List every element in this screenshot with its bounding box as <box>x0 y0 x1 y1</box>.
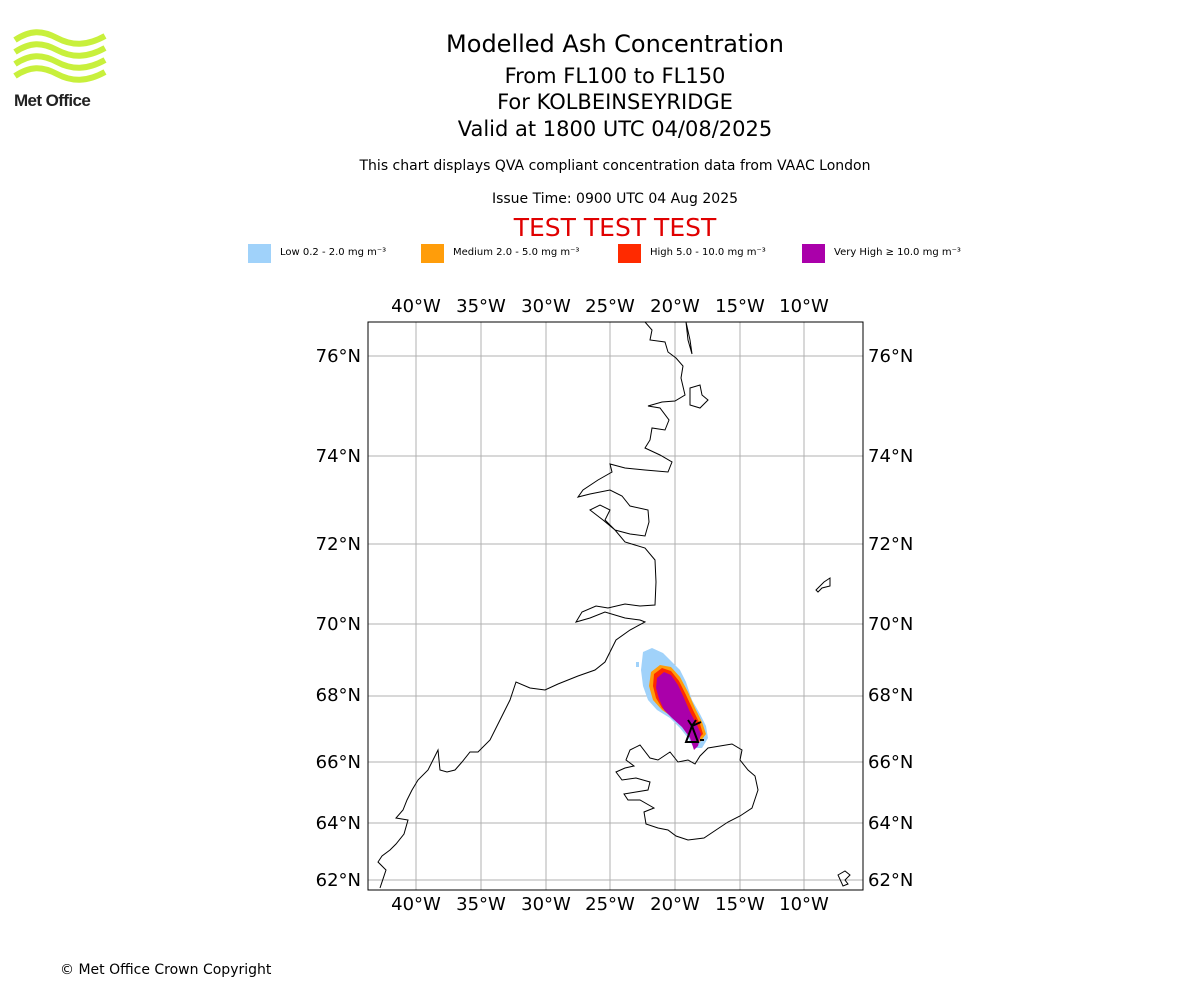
lat-tick-right: 62°N <box>868 870 913 891</box>
legend-swatch-low <box>248 244 271 263</box>
map-gridlines <box>368 322 863 890</box>
legend-swatch-very-high <box>802 244 825 263</box>
test-banner: TEST TEST TEST <box>513 213 717 242</box>
copyright-notice: © Met Office Crown Copyright <box>60 962 272 978</box>
location-label: For KOLBEINSEYRIDGE <box>497 90 733 114</box>
issue-time: Issue Time: 0900 UTC 04 Aug 2025 <box>491 191 739 207</box>
lat-tick-left: 72°N <box>316 534 361 555</box>
lat-tick-left: 64°N <box>316 813 361 834</box>
lat-tick-right: 72°N <box>868 534 913 555</box>
flight-levels: From FL100 to FL150 <box>504 64 726 88</box>
lat-tick-left: 68°N <box>316 685 361 706</box>
lon-tick-top: 20°W <box>650 296 700 317</box>
lat-tick-right: 74°N <box>868 446 913 467</box>
met-office-logo <box>13 29 107 83</box>
iceland-coast <box>615 743 759 841</box>
volcano-marker <box>684 719 704 743</box>
lon-tick-bottom: 10°W <box>779 894 829 915</box>
lon-tick-bottom: 35°W <box>456 894 506 915</box>
lat-tick-right: 66°N <box>868 752 913 773</box>
lat-tick-left: 74°N <box>316 446 361 467</box>
island-north <box>685 322 693 355</box>
lat-tick-left: 62°N <box>316 870 361 891</box>
lon-tick-bottom: 15°W <box>715 894 765 915</box>
lon-tick-bottom: 20°W <box>650 894 700 915</box>
island-jan-mayen <box>815 577 831 593</box>
island-small <box>689 384 709 409</box>
lat-tick-right: 70°N <box>868 614 913 635</box>
legend-label-low: Low 0.2 - 2.0 mg m⁻³ <box>280 247 387 258</box>
lon-tick-top: 30°W <box>521 296 571 317</box>
lat-tick-left: 66°N <box>316 752 361 773</box>
lat-tick-left: 76°N <box>316 346 361 367</box>
lat-tick-left: 70°N <box>316 614 361 635</box>
legend-label-high: High 5.0 - 10.0 mg m⁻³ <box>650 247 766 258</box>
lon-tick-bottom: 25°W <box>585 894 635 915</box>
lat-tick-right: 76°N <box>868 346 913 367</box>
chart-title: Modelled Ash Concentration <box>446 30 784 58</box>
lon-tick-bottom: 30°W <box>521 894 571 915</box>
map-frame <box>367 321 864 891</box>
coastlines <box>377 322 851 889</box>
met-office-wordmark: Met Office <box>14 91 91 110</box>
lon-tick-top: 25°W <box>585 296 635 317</box>
valid-time: Valid at 1800 UTC 04/08/2025 <box>457 117 773 141</box>
legend-swatch-high <box>618 244 641 263</box>
chart-description: This chart displays QVA compliant concen… <box>359 158 871 174</box>
lon-tick-top: 10°W <box>779 296 829 317</box>
legend-label-very-high: Very High ≥ 10.0 mg m⁻³ <box>834 247 961 258</box>
lat-tick-right: 68°N <box>868 685 913 706</box>
lon-tick-bottom: 40°W <box>391 894 441 915</box>
lon-tick-top: 40°W <box>391 296 441 317</box>
greenland-coast <box>377 322 686 889</box>
legend-swatch-medium <box>421 244 444 263</box>
legend-label-medium: Medium 2.0 - 5.0 mg m⁻³ <box>453 247 580 258</box>
lon-tick-top: 35°W <box>456 296 506 317</box>
lon-tick-top: 15°W <box>715 296 765 317</box>
lat-tick-right: 64°N <box>868 813 913 834</box>
faroe-islands <box>837 870 851 887</box>
